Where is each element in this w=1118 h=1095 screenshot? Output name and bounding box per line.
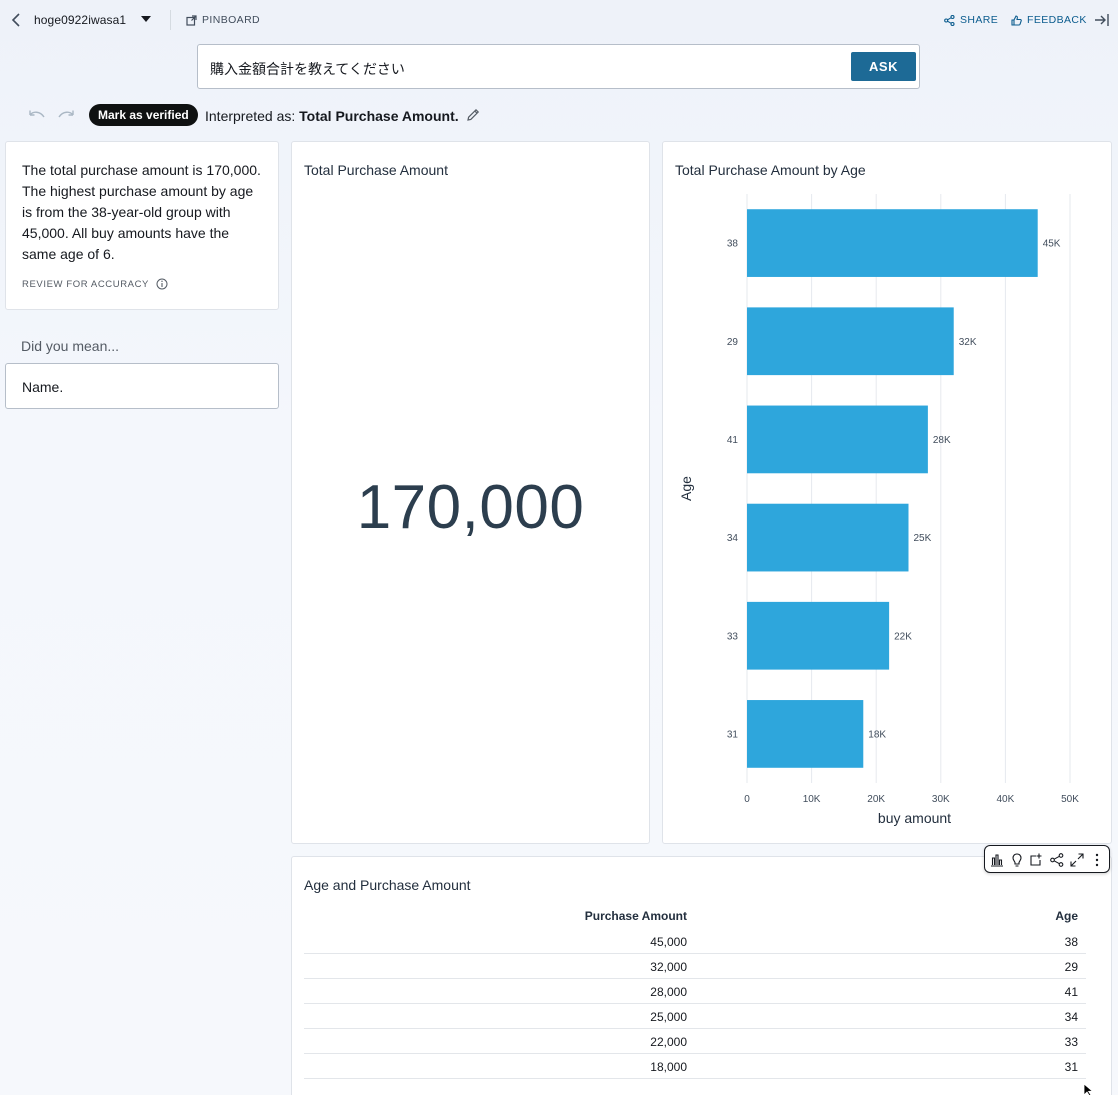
dataset-name[interactable]: hoge0922iwasa1 bbox=[34, 13, 127, 27]
interpretation: Interpreted as: Total Purchase Amount. bbox=[205, 108, 459, 124]
share-label: SHARE bbox=[960, 14, 999, 26]
pencil-icon[interactable] bbox=[466, 108, 480, 122]
data-label: 22K bbox=[894, 631, 912, 642]
y-tick-label: 31 bbox=[727, 729, 739, 740]
review-for-accuracy: REVIEW FOR ACCURACY bbox=[22, 278, 168, 290]
x-tick-label: 10K bbox=[803, 794, 821, 805]
pinboard-link[interactable]: PINBOARD bbox=[186, 14, 260, 26]
pinboard-label: PINBOARD bbox=[202, 14, 261, 26]
suggestion-text: Name. bbox=[22, 379, 64, 395]
share-button[interactable]: SHARE bbox=[944, 14, 998, 26]
expand-icon[interactable] bbox=[1069, 852, 1085, 868]
bar[interactable] bbox=[747, 601, 890, 670]
cell-purchase-amount: 45,000 bbox=[650, 935, 687, 949]
kpi-value: 170,000 bbox=[356, 473, 585, 542]
share-icon[interactable] bbox=[1049, 852, 1065, 868]
question-input[interactable]: 購入金額合計を教えてください ASK bbox=[197, 44, 920, 89]
table-row[interactable]: 25,000 34 bbox=[304, 1004, 1086, 1029]
data-label: 32K bbox=[959, 337, 977, 348]
data-label: 28K bbox=[933, 435, 951, 446]
share-icon bbox=[944, 14, 955, 26]
bar[interactable] bbox=[747, 405, 928, 474]
suggestion-item[interactable]: Name. bbox=[5, 363, 279, 409]
cell-age: 41 bbox=[1064, 985, 1078, 999]
divider bbox=[170, 10, 171, 30]
collapse-right-icon[interactable] bbox=[1094, 12, 1110, 28]
data-label: 45K bbox=[1043, 239, 1061, 250]
chevron-left-icon[interactable] bbox=[9, 12, 23, 28]
y-tick-label: 41 bbox=[727, 435, 739, 446]
data-table: Purchase Amount Age 45,000 38 32,000 29 28,0… bbox=[304, 907, 1086, 1079]
table-row[interactable]: 28,000 41 bbox=[304, 979, 1086, 1004]
ask-button[interactable]: ASK bbox=[851, 52, 916, 81]
visual-toolbar bbox=[984, 845, 1110, 873]
mouse-cursor-icon bbox=[1083, 1083, 1094, 1095]
bar[interactable] bbox=[747, 700, 864, 768]
data-label: 25K bbox=[914, 533, 932, 544]
mark-as-verified-button[interactable]: Mark as verified bbox=[89, 104, 198, 126]
summary-card: The total purchase amount is 170,000. Th… bbox=[5, 141, 279, 310]
table-row[interactable]: 22,000 33 bbox=[304, 1029, 1086, 1054]
cell-age: 34 bbox=[1064, 1010, 1078, 1024]
bar-chart: 0 10K 20K 30K 40K 50K 38 45K 29 32K 41 28K 34 25K 33 22… bbox=[678, 194, 1079, 826]
add-to-pinboard-icon[interactable] bbox=[1029, 852, 1045, 868]
cell-age: 38 bbox=[1064, 935, 1078, 949]
cell-purchase-amount: 18,000 bbox=[650, 1060, 687, 1074]
cell-age: 31 bbox=[1064, 1060, 1078, 1074]
table-row[interactable]: 45,000 38 bbox=[304, 929, 1086, 954]
lightbulb-icon[interactable] bbox=[1009, 852, 1025, 868]
y-tick-label: 33 bbox=[727, 631, 739, 642]
more-vertical-icon[interactable] bbox=[1089, 852, 1105, 868]
y-tick-label: 29 bbox=[727, 337, 739, 348]
review-label: REVIEW FOR ACCURACY bbox=[22, 278, 149, 290]
column-header-age[interactable]: Age bbox=[1055, 909, 1078, 923]
y-tick-label: 38 bbox=[727, 239, 739, 250]
table-header: Purchase Amount Age bbox=[304, 907, 1086, 929]
top-bar: hoge0922iwasa1 PINBOARD SHARE FEEDBACK bbox=[0, 0, 1118, 40]
thumbs-up-icon bbox=[1011, 14, 1022, 26]
cell-purchase-amount: 28,000 bbox=[650, 985, 687, 999]
interpretation-value: Total Purchase Amount. bbox=[299, 108, 459, 124]
bar[interactable] bbox=[747, 503, 909, 572]
kpi-title: Total Purchase Amount bbox=[304, 162, 448, 178]
kpi-card[interactable]: Total Purchase Amount 170,000 bbox=[291, 141, 650, 844]
x-axis-label: buy amount bbox=[878, 810, 951, 826]
table-row[interactable]: 18,000 31 bbox=[304, 1054, 1086, 1079]
feedback-button[interactable]: FEEDBACK bbox=[1011, 14, 1087, 26]
caret-down-icon[interactable] bbox=[141, 16, 151, 22]
did-you-mean-label: Did you mean... bbox=[21, 338, 120, 354]
x-tick-label: 40K bbox=[997, 794, 1015, 805]
column-header-purchase-amount[interactable]: Purchase Amount bbox=[584, 909, 687, 923]
x-tick-label: 50K bbox=[1061, 794, 1079, 805]
bar-chart-icon[interactable] bbox=[989, 852, 1005, 868]
cell-purchase-amount: 22,000 bbox=[650, 1035, 687, 1049]
x-tick-label: 30K bbox=[932, 794, 950, 805]
bar-chart-card[interactable]: Total Purchase Amount by Age 0 10K 20K 30K 4… bbox=[662, 141, 1112, 844]
redo-icon[interactable] bbox=[56, 108, 76, 124]
cell-purchase-amount: 25,000 bbox=[650, 1010, 687, 1024]
info-icon[interactable] bbox=[156, 278, 168, 290]
y-axis-label: Age bbox=[678, 476, 694, 501]
summary-text: The total purchase amount is 170,000. Th… bbox=[22, 162, 261, 262]
table-title: Age and Purchase Amount bbox=[304, 877, 471, 893]
interpretation-prefix: Interpreted as: bbox=[205, 108, 296, 124]
question-text[interactable]: 購入金額合計を教えてください bbox=[210, 61, 405, 77]
chart-title: Total Purchase Amount by Age bbox=[675, 162, 866, 178]
bar[interactable] bbox=[747, 307, 954, 376]
x-tick-label: 0 bbox=[744, 794, 750, 805]
y-tick-label: 34 bbox=[727, 533, 739, 544]
cell-purchase-amount: 32,000 bbox=[650, 960, 687, 974]
feedback-label: FEEDBACK bbox=[1027, 14, 1087, 26]
external-link-icon bbox=[186, 14, 197, 26]
table-row[interactable]: 32,000 29 bbox=[304, 954, 1086, 979]
table-card[interactable]: Age and Purchase Amount Purchase Amount … bbox=[291, 856, 1112, 1095]
cell-age: 29 bbox=[1064, 960, 1078, 974]
bar[interactable] bbox=[747, 209, 1038, 277]
data-label: 18K bbox=[868, 729, 886, 740]
undo-icon[interactable] bbox=[27, 108, 47, 124]
cell-age: 33 bbox=[1064, 1035, 1078, 1049]
x-tick-label: 20K bbox=[867, 794, 885, 805]
